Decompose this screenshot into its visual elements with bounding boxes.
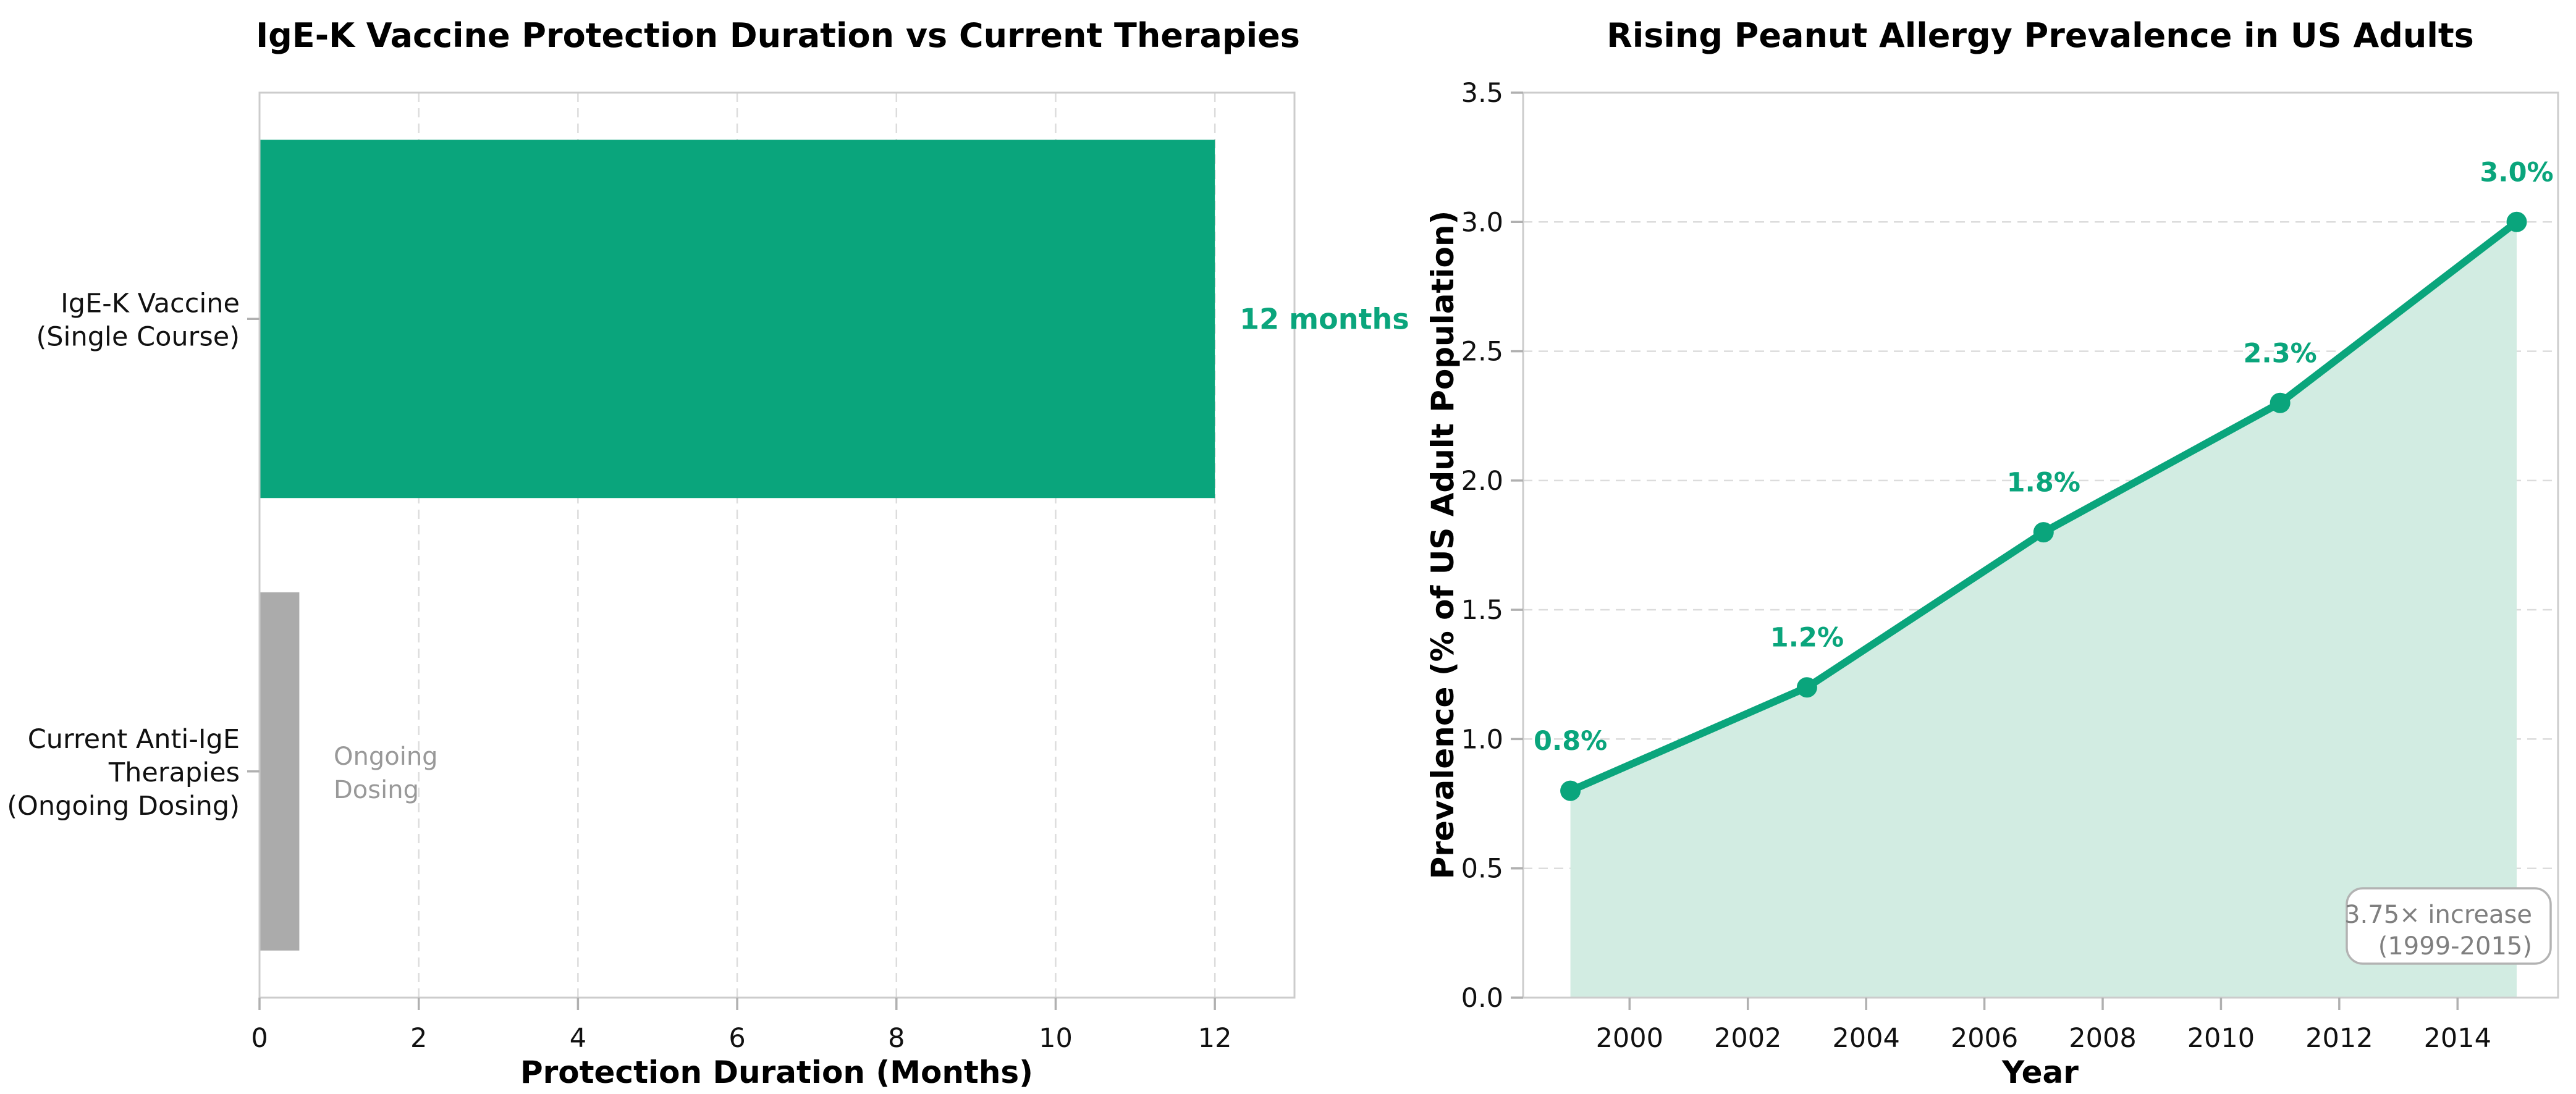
- data-point-label: 0.8%: [1534, 726, 1607, 757]
- y-tick-label: 1.0: [1461, 724, 1503, 755]
- annotation-box: [2346, 887, 2552, 965]
- y-tick-label: 1.5: [1461, 595, 1503, 626]
- x-tick-label: 10: [1039, 1023, 1073, 1054]
- category-label: (Ongoing Dosing): [7, 791, 240, 822]
- data-point-label: 1.2%: [1770, 623, 1844, 654]
- data-point-label: 3.0%: [2480, 157, 2553, 188]
- left-xaxis-label: Protection Duration (Months): [520, 1054, 1033, 1090]
- x-tick-label: 2010: [2187, 1023, 2255, 1054]
- data-point-marker: [1796, 677, 1817, 698]
- category-label: Therapies: [108, 757, 240, 788]
- data-point-label: 1.8%: [2007, 468, 2080, 499]
- category-label: IgE-K Vaccine: [61, 288, 240, 319]
- right-chart-title: Rising Peanut Allergy Prevalence in US A…: [1607, 16, 2474, 55]
- y-tick-label: 3.5: [1461, 78, 1503, 109]
- x-tick-label: 2000: [1596, 1023, 1663, 1054]
- x-tick-label: 8: [888, 1023, 905, 1054]
- data-point-label: 2.3%: [2244, 338, 2317, 369]
- plot-frame: [258, 91, 1296, 999]
- y-tick-label: 2.0: [1461, 466, 1503, 497]
- x-tick-label: 2014: [2424, 1023, 2491, 1054]
- bar-0: [260, 140, 1215, 499]
- x-tick-label: 2: [410, 1023, 427, 1054]
- right-xaxis-label: Year: [2001, 1054, 2079, 1090]
- x-tick-label: 2004: [1832, 1023, 1899, 1054]
- y-tick-label: 0.5: [1461, 854, 1503, 885]
- x-tick-label: 4: [570, 1023, 586, 1054]
- data-point-marker: [2033, 522, 2054, 543]
- data-point-marker: [2270, 392, 2291, 413]
- x-tick-label: 2012: [2305, 1023, 2373, 1054]
- category-label: Current Anti-IgE: [28, 724, 240, 755]
- annotation-text: 3.75× increase: [2344, 901, 2532, 929]
- plot-frame: [1522, 91, 2559, 999]
- x-tick-label: 6: [728, 1023, 745, 1054]
- bar-value-label: Ongoing: [334, 743, 438, 771]
- data-point-marker: [2506, 211, 2527, 232]
- bar-chart-panel: 0 2 4 6 8 10 12 IgE-K Vaccine(Single Course) Cur…: [7, 91, 1409, 1054]
- data-point-marker: [1560, 780, 1581, 801]
- y-tick-label: 3.0: [1461, 207, 1503, 238]
- right-yaxis-label: Prevalence (% of US Adult Population): [1425, 211, 1461, 880]
- x-tick-label: 12: [1198, 1023, 1232, 1054]
- x-tick-label: 2002: [1714, 1023, 1781, 1054]
- y-tick-label: 2.5: [1461, 337, 1503, 368]
- x-tick-label: 2006: [1951, 1023, 2018, 1054]
- category-label: (Single Course): [36, 321, 240, 352]
- area-fill: [1570, 222, 2517, 998]
- line-chart-panel: 0.8% 1.2% 1.8% 2.3% 3.0% 0.0 0.5 1.0 1.5 2.0 2.5 3.…: [1461, 78, 2559, 1054]
- y-tick-label: 0.0: [1461, 983, 1503, 1014]
- bar-value-label: 12 months: [1239, 302, 1409, 335]
- x-tick-label: 2008: [2069, 1023, 2136, 1054]
- bar-value-label: Dosing: [334, 776, 419, 804]
- x-tick-label: 0: [251, 1023, 268, 1054]
- bar-1: [260, 592, 300, 951]
- annotation-text: (1999-2015): [2378, 932, 2532, 961]
- left-chart-title: IgE-K Vaccine Protection Duration vs Cur…: [256, 16, 1300, 55]
